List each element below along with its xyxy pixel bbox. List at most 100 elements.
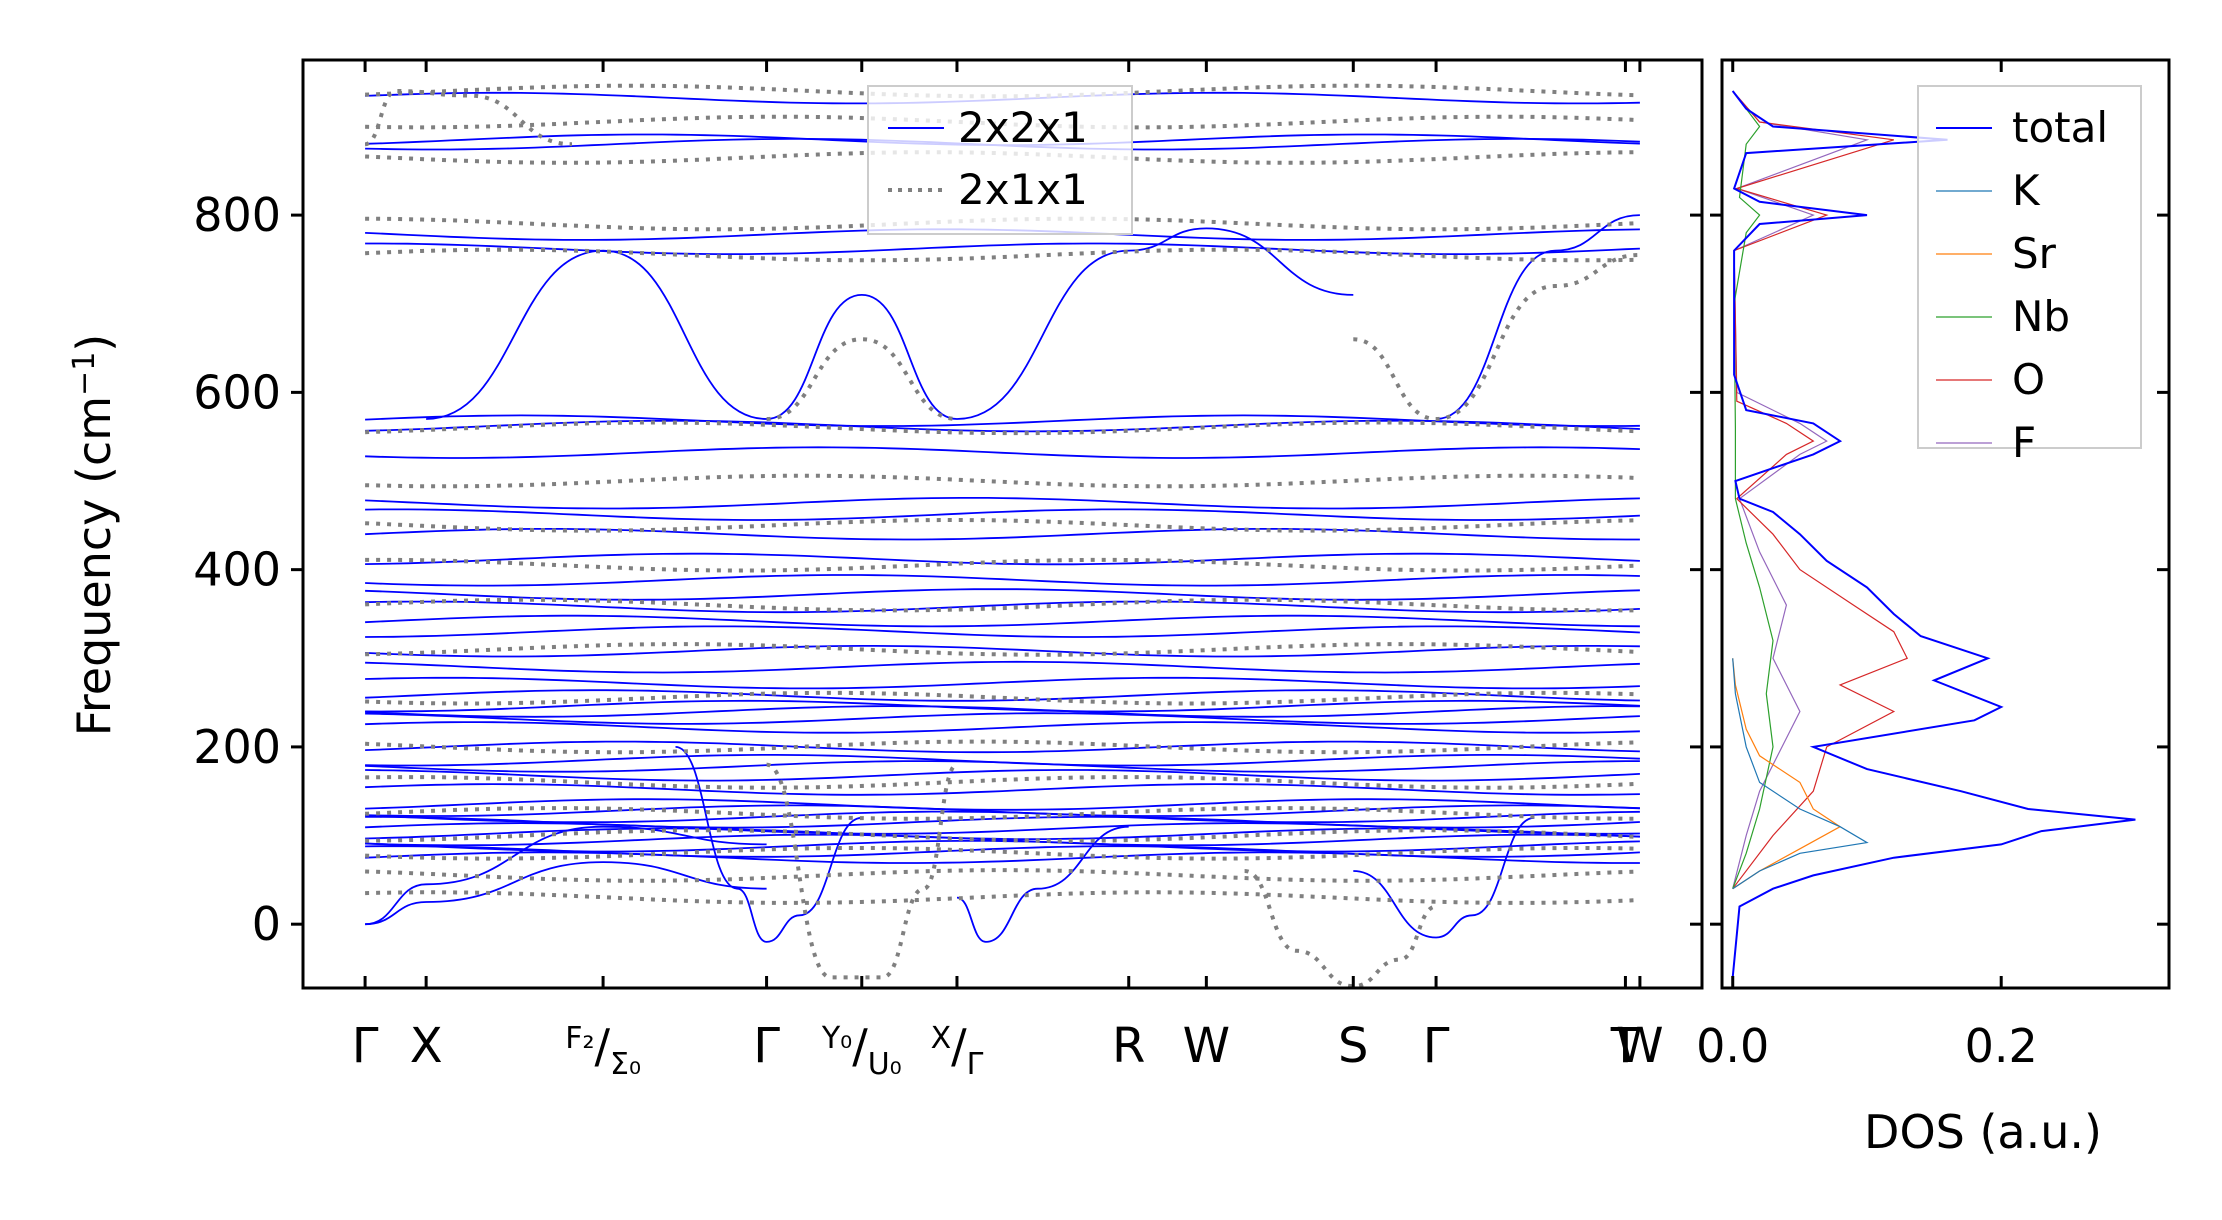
band-legend: 2x2x1 2x1x1 [867,85,1133,235]
band-line [365,798,1640,811]
band-line [364,88,573,147]
band-line [365,150,1640,165]
band-line [365,588,1640,601]
dos-legend: total K Sr Nb OF [1917,85,2142,467]
x-tick-label: Γ [1423,1018,1450,1074]
band-line [365,614,1640,628]
band-line [365,676,1640,690]
band-y-axis-label: Frequency (cm−1) [67,334,121,737]
x-tick-label-part: X [931,1021,952,1056]
dos-legend-label: K [2012,166,2041,215]
x-tick-label: W [1183,1018,1230,1074]
band-line [365,597,1640,613]
band-line [365,242,1640,255]
band-lines [364,83,1640,989]
band-line [365,890,1640,905]
dos-line [1732,90,1909,890]
y-tick-label: 0 [252,897,281,951]
band-line [365,769,1640,782]
band-line [365,828,1640,843]
band-line [365,775,1640,790]
x-tick-label: S [1338,1018,1368,1074]
band-line [766,293,958,420]
dos-x-axis-label: DOS (a.u.) [1864,1105,2102,1159]
dos-legend-label: Sr [2012,229,2057,278]
band-line [365,721,1640,734]
band-line [365,783,1640,796]
band-line [765,762,958,980]
band-line [365,625,1640,638]
band-line [365,840,1640,853]
x-tick-label-part: Γ [967,1047,984,1082]
dos-line [1732,658,1842,890]
band-line [1436,214,1640,420]
band-line [1353,253,1640,422]
y-tick-label: 800 [193,188,281,242]
band-line [365,552,1640,566]
band-line [365,804,1640,817]
x-tick-label: X/Γ [931,1019,984,1082]
dos-legend-label: F [2012,418,2036,467]
dos-lines [1731,90,2136,978]
band-line [365,574,1640,587]
band-line [365,868,1640,883]
dos-legend-label: total [2012,103,2108,152]
dos-legend-box [1917,85,2142,449]
x-tick-label: Γ [352,1018,379,1074]
y-tick-label: 600 [193,365,281,419]
band-line [365,642,1640,657]
dos-panel: 0.0 0.2 DOS (a.u.) total K Sr Nb OF [1696,58,2171,1159]
band-legend-box [867,85,1133,235]
band-line [365,600,1640,614]
band-line [365,851,1640,864]
band-line [1244,869,1437,989]
x-tick-label-part: F₂ [565,1021,594,1056]
band-line [365,806,1640,821]
band-line [956,825,1129,943]
band-line [365,83,1640,99]
band-line [365,216,1640,232]
band-line [365,114,1640,130]
dos-plot-frame [1720,58,2171,990]
x-tick-label-part: / [951,1019,967,1073]
x-tick-label: T [1610,1018,1641,1074]
band-line [365,699,1640,713]
x-tick-label: Y₀/U₀ [821,1019,902,1082]
dos-x-tick-label: 0.0 [1696,1019,1769,1073]
band-line [365,754,1640,767]
x-tick-label: R [1112,1018,1145,1074]
band-line [365,816,1640,829]
band-line [365,861,767,926]
x-tick-label-part: U₀ [868,1047,902,1082]
dos-y-ticks [1710,213,2169,926]
y-tick-label: 200 [193,720,281,774]
band-line [365,446,1640,459]
band-y-ticks: 0 200 400 600 800 [193,188,1702,951]
dos-line [1732,90,1870,889]
dos-legend-label: O [2012,355,2045,404]
band-line [365,497,1640,510]
band-plot-frame [301,58,1704,990]
legend-label-2x1x1: 2x1x1 [958,165,1088,214]
band-line [365,508,1640,521]
x-tick-label-part: Y₀ [821,1021,852,1056]
band-line [365,690,1640,706]
ylabel-sup: −1 [67,352,102,396]
legend-label-2x2x1: 2x2x1 [958,103,1088,152]
x-tick-label: X [410,1018,443,1074]
band-line [365,739,1640,755]
dos-x-ticks: 0.0 0.2 [1696,60,2038,1073]
band-line [365,518,1640,533]
band-line [365,846,1640,861]
band-line [365,833,1640,847]
band-line [365,705,1640,718]
band-line [426,249,767,420]
band-line [1353,816,1535,939]
band-line [365,712,1640,725]
band-line [956,227,1354,420]
x-tick-label-part: / [594,1019,610,1073]
band-line [365,528,1640,541]
x-tick-label-part: / [852,1019,868,1073]
band-line [365,740,1640,754]
